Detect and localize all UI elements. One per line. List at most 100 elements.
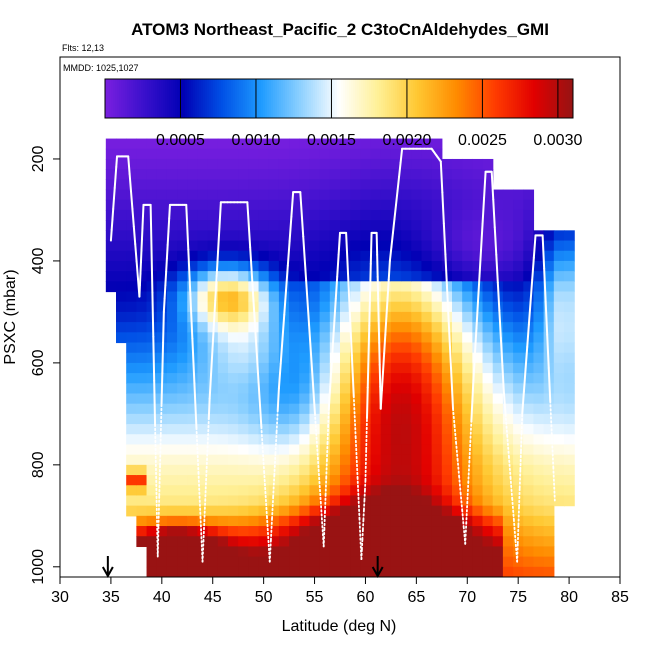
heatmap-cell — [502, 291, 514, 303]
flight-track-segment — [327, 407, 330, 427]
flight-track-segment — [393, 203, 397, 220]
heatmap-cell — [217, 148, 229, 160]
heatmap-cell — [523, 240, 535, 252]
heatmap-cell — [502, 271, 514, 282]
heatmap-cell — [513, 271, 524, 282]
heatmap-cell — [258, 362, 270, 374]
heatmap-cell — [370, 260, 382, 272]
heatmap-cell — [197, 566, 209, 577]
heatmap-cell — [564, 271, 575, 282]
colorbar-swatch — [257, 79, 260, 118]
heatmap-cell — [502, 301, 514, 313]
heatmap-cell — [553, 240, 565, 252]
heatmap-cell — [187, 189, 199, 201]
heatmap-cell — [401, 250, 412, 262]
heatmap-cell — [452, 352, 463, 364]
heatmap-cell — [126, 250, 137, 262]
heatmap-cell — [309, 220, 321, 231]
heatmap-cell — [431, 322, 443, 333]
heatmap-cell — [187, 464, 199, 476]
heatmap-cell — [228, 169, 239, 180]
heatmap-cell — [116, 311, 127, 323]
heatmap-cell — [238, 260, 249, 272]
heatmap-cell — [340, 342, 351, 354]
flight-track-segment — [112, 197, 115, 210]
heatmap-cell — [136, 158, 148, 170]
flight-track-segment — [521, 390, 525, 415]
colorbar-swatch — [537, 79, 540, 118]
heatmap-cell — [187, 505, 199, 517]
heatmap-cells — [105, 138, 575, 577]
colorbar-swatch — [399, 79, 402, 118]
heatmap-cell — [248, 199, 260, 211]
colorbar-swatch — [273, 79, 276, 118]
heatmap-cell — [156, 209, 168, 221]
heatmap-cell — [105, 240, 117, 252]
heatmap-cell — [533, 352, 545, 364]
colorbar-swatch — [565, 79, 568, 118]
colorbar-swatch — [181, 79, 184, 118]
heatmap-cell — [207, 403, 219, 415]
heatmap-cell — [513, 434, 524, 446]
flight-track-segment — [162, 297, 166, 313]
heatmap-cell — [340, 556, 351, 568]
heatmap-cell — [421, 424, 433, 435]
heatmap-cell — [177, 352, 188, 364]
heatmap-cell — [248, 373, 260, 384]
colorbar-swatch — [287, 79, 290, 118]
colorbar-swatch — [423, 79, 426, 118]
colorbar-swatch — [169, 79, 172, 118]
heatmap-cell — [278, 362, 290, 374]
heatmap-cell — [289, 403, 300, 415]
heatmap-cell — [319, 311, 331, 323]
colorbar-swatch — [189, 79, 192, 118]
heatmap-cell — [553, 291, 565, 303]
heatmap-cell — [258, 556, 270, 568]
heatmap-cell — [472, 342, 484, 354]
heatmap-cell — [187, 209, 199, 221]
heatmap-cell — [197, 169, 209, 180]
colorbar-swatch — [521, 79, 524, 118]
heatmap-cell — [462, 454, 473, 466]
heatmap-cell — [401, 179, 412, 191]
flight-track-segment — [456, 458, 461, 478]
heatmap-cell — [329, 158, 341, 170]
heatmap-cell — [166, 444, 178, 456]
heatmap-cell — [513, 301, 524, 313]
heatmap-cell — [370, 556, 382, 568]
x-tick-label: 70 — [458, 589, 476, 606]
heatmap-cell — [238, 138, 249, 150]
heatmap-cell — [340, 189, 351, 201]
heatmap-cell — [289, 495, 300, 507]
heatmap-cell — [380, 342, 392, 354]
heatmap-cell — [156, 475, 168, 486]
colorbar-swatch — [439, 79, 442, 118]
heatmap-cell — [350, 209, 361, 221]
flight-track-segment — [439, 160, 444, 194]
heatmap-cell — [543, 240, 555, 252]
heatmap-cell — [533, 485, 545, 497]
heatmap-cell — [340, 505, 351, 517]
heatmap-cell — [278, 566, 290, 577]
flight-track-segment — [162, 310, 165, 344]
colorbar-swatch — [377, 79, 380, 118]
heatmap-cell — [207, 271, 219, 282]
colorbar-swatch — [405, 79, 408, 118]
heatmap-cell — [452, 322, 463, 333]
heatmap-cell — [207, 209, 219, 221]
colorbar-swatch — [291, 79, 294, 118]
heatmap-cell — [431, 169, 443, 180]
heatmap-cell — [268, 444, 280, 456]
heatmap-cell — [289, 444, 300, 456]
heatmap-cell — [513, 383, 524, 395]
heatmap-cell — [543, 556, 555, 568]
heatmap-cell — [228, 546, 239, 558]
heatmap-cell — [543, 434, 555, 446]
heatmap-cell — [268, 260, 280, 272]
heatmap-cell — [370, 220, 382, 231]
colorbar-swatch — [299, 79, 302, 118]
heatmap-cell — [564, 322, 575, 333]
heatmap-cell — [360, 536, 372, 548]
flight-track-segment — [327, 385, 332, 410]
heatmap-cell — [258, 342, 270, 354]
